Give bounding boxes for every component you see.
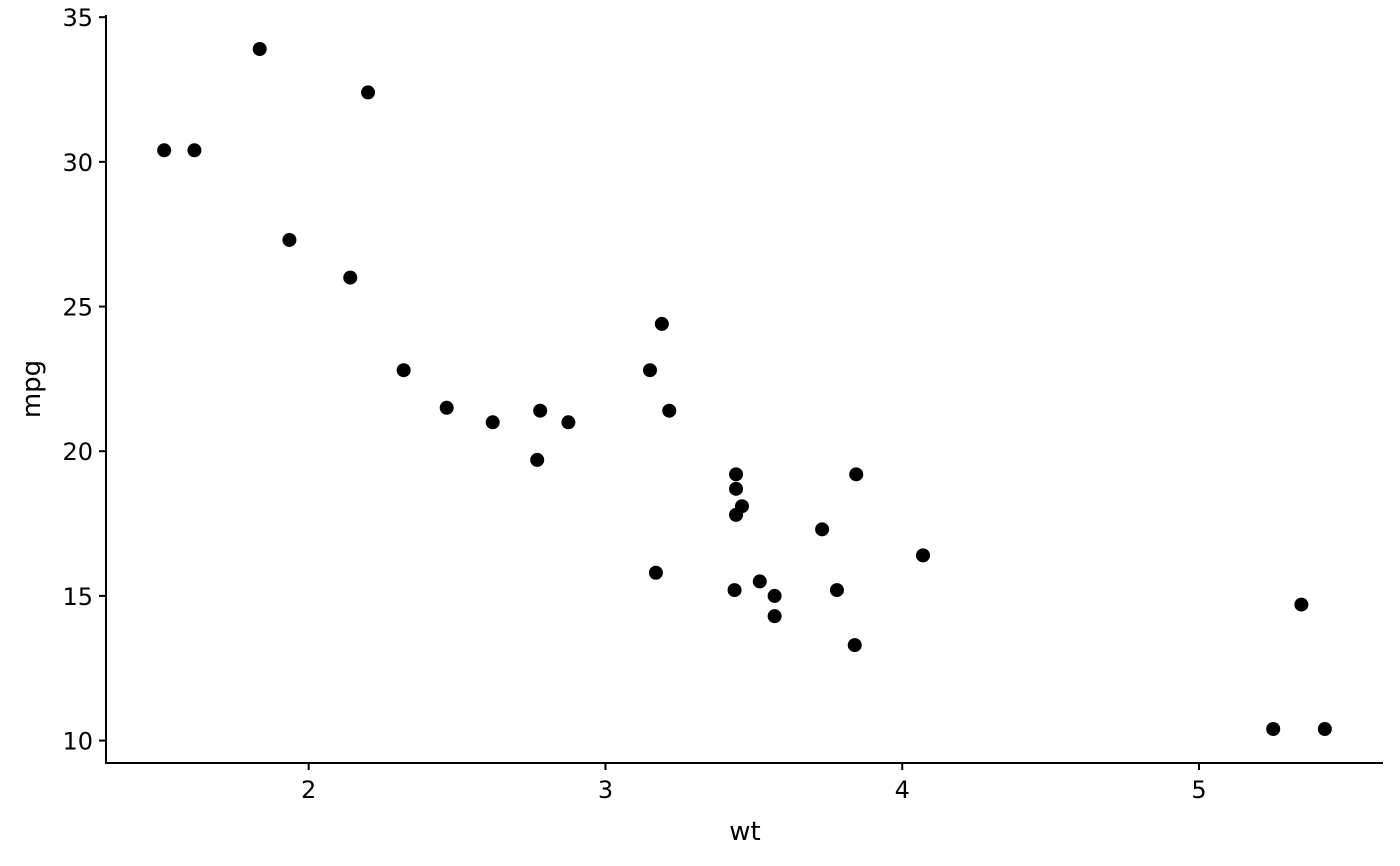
data-point [729, 467, 744, 482]
data-point [829, 583, 844, 598]
data-point [530, 452, 545, 467]
x-tick-label: 5 [1191, 776, 1206, 804]
data-point [654, 316, 669, 331]
y-tick-label: 10 [62, 728, 93, 756]
data-point [729, 481, 744, 496]
y-tick-label: 30 [62, 149, 93, 177]
data-point [1317, 722, 1332, 736]
data-point [752, 574, 767, 589]
data-point [767, 588, 782, 603]
y-tick-label: 35 [62, 4, 93, 32]
data-point [157, 143, 172, 158]
x-axis-ticks: 2 3 4 5 [301, 763, 1207, 804]
y-tick-label: 15 [62, 583, 93, 611]
data-point [282, 232, 297, 247]
data-point [485, 415, 500, 430]
y-axis-ticks: 10 15 20 25 30 35 [62, 4, 106, 756]
data-point [767, 609, 782, 624]
points-layer [157, 42, 1332, 736]
data-point [916, 548, 931, 563]
data-point [439, 400, 454, 415]
data-point [1266, 722, 1281, 736]
data-point [533, 403, 548, 418]
data-point [252, 42, 267, 56]
data-point [815, 522, 830, 537]
data-point [729, 507, 744, 522]
y-axis-title: mpg [17, 360, 47, 418]
data-point [187, 143, 202, 158]
data-point [662, 403, 677, 418]
x-tick-label: 2 [301, 776, 316, 804]
y-tick-label: 20 [62, 438, 93, 466]
data-point [727, 583, 742, 598]
data-point [343, 270, 358, 285]
data-point [849, 467, 864, 482]
data-point [1294, 597, 1309, 612]
data-point [561, 415, 576, 430]
data-point [361, 85, 376, 100]
data-point [648, 565, 663, 580]
data-point [847, 638, 862, 653]
x-axis-title: wt [729, 817, 760, 847]
x-tick-label: 4 [895, 776, 910, 804]
data-point [396, 363, 411, 378]
x-tick-label: 3 [598, 776, 613, 804]
y-tick-label: 25 [62, 294, 93, 322]
data-point [642, 363, 657, 378]
